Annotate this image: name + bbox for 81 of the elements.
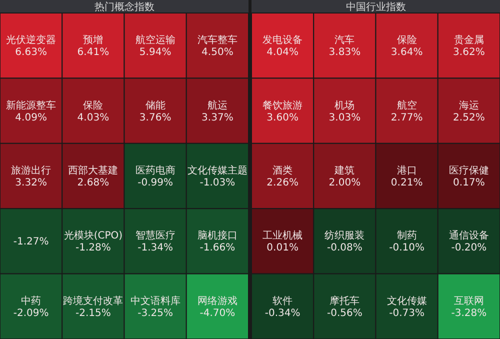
data-label: 4.09% [15, 112, 47, 124]
data-label: -0.73% [389, 308, 425, 319]
data-label: 6.41% [77, 47, 110, 58]
data-label: 2.00% [328, 178, 361, 188]
category-label: 光模块(CPO) [64, 230, 123, 242]
data-label: -1.03% [200, 178, 236, 188]
data-label: 2.77% [390, 112, 423, 124]
category-label: 网络游戏 [197, 294, 238, 307]
data-label: 3.32% [15, 178, 47, 188]
data-label: -0.34% [264, 308, 300, 319]
category-label: 航运 [207, 99, 228, 112]
data-label: 2.52% [453, 112, 485, 124]
category-label: 海运 [458, 99, 479, 112]
data-label: -0.56% [326, 308, 362, 319]
data-label: -3.25% [138, 308, 174, 319]
data-label: -4.70% [200, 308, 236, 319]
category-label: 西部大基建 [68, 164, 118, 176]
category-label: 旅游出行 [11, 164, 52, 176]
category-label: 文化传媒 [386, 294, 427, 307]
category-label: 互联网 [454, 294, 484, 307]
category-label: 中药 [21, 294, 42, 307]
category-label: 文化传媒主题 [187, 164, 248, 176]
data-label: 3.60% [266, 112, 298, 124]
data-label: 3.62% [453, 47, 485, 58]
data-label: -1.28% [75, 242, 111, 254]
data-label: 0.21% [390, 178, 423, 188]
data-label: 3.83% [328, 47, 361, 58]
category-label: 航空 [396, 99, 417, 112]
category-label: 工业机械 [262, 230, 303, 242]
data-label: 6.63% [15, 47, 47, 58]
category-label: 汽车整车 [197, 34, 238, 46]
category-label: 港口 [396, 164, 417, 176]
data-label: -0.20% [451, 242, 487, 254]
category-label: 航空运输 [135, 34, 176, 46]
category-label: 软件 [272, 294, 293, 307]
data-label: 3.64% [390, 47, 423, 58]
category-label: 纺织服装 [324, 230, 365, 242]
data-label: 4.04% [266, 47, 298, 58]
data-label: 2.26% [266, 178, 298, 188]
data-label: -1.34% [138, 242, 174, 254]
data-label: 3.03% [328, 112, 361, 124]
category-label: 贵金属 [454, 34, 484, 46]
data-label: 3.37% [202, 112, 234, 124]
category-label: 酒类 [272, 164, 293, 176]
data-label: -2.09% [13, 308, 49, 319]
category-label: 智慧医疗 [135, 230, 176, 242]
category-label: 医药电商 [135, 164, 176, 176]
category-label: 光伏逆变器 [6, 34, 56, 46]
data-label: 2.68% [77, 178, 110, 188]
data-label: 4.50% [202, 47, 234, 58]
text: 热门概念指数 [94, 1, 154, 13]
category-label: 保险 [83, 99, 104, 112]
category-label: 医疗保健 [448, 164, 489, 176]
data-label: -2.15% [75, 308, 111, 319]
data-label: -0.10% [389, 242, 425, 254]
category-label: 脑机接口 [197, 230, 238, 242]
category-label: 制药 [396, 230, 417, 242]
text: 中国行业指数 [346, 1, 406, 13]
data-label: 5.94% [139, 47, 172, 58]
data-label: 0.01% [266, 242, 298, 254]
data-label: -0.99% [138, 178, 174, 188]
category-label: 预增 [83, 34, 104, 46]
data-label: -1.66% [200, 242, 236, 254]
category-label: 通信设备 [448, 230, 489, 242]
category-label: 跨境支付改革 [63, 294, 124, 307]
data-label: 4.03% [77, 112, 110, 124]
data-label: 3.76% [139, 112, 172, 124]
category-label: 中文语料库 [130, 294, 180, 307]
category-label: 新能源整车 [6, 99, 56, 112]
data-label: 0.17% [453, 178, 485, 188]
category-label: 发电设备 [262, 34, 303, 46]
data-label: -0.08% [326, 242, 362, 254]
category-label: 保险 [396, 34, 417, 46]
category-label: 建筑 [334, 164, 355, 176]
category-label: 汽车 [334, 34, 355, 46]
category-label: 储能 [145, 99, 166, 112]
data-label: -1.27% [13, 236, 49, 248]
category-label: 摩托车 [330, 294, 360, 307]
category-label: 餐饮旅游 [262, 99, 303, 112]
data-label: -3.28% [451, 308, 487, 319]
category-label: 机场 [334, 99, 355, 112]
